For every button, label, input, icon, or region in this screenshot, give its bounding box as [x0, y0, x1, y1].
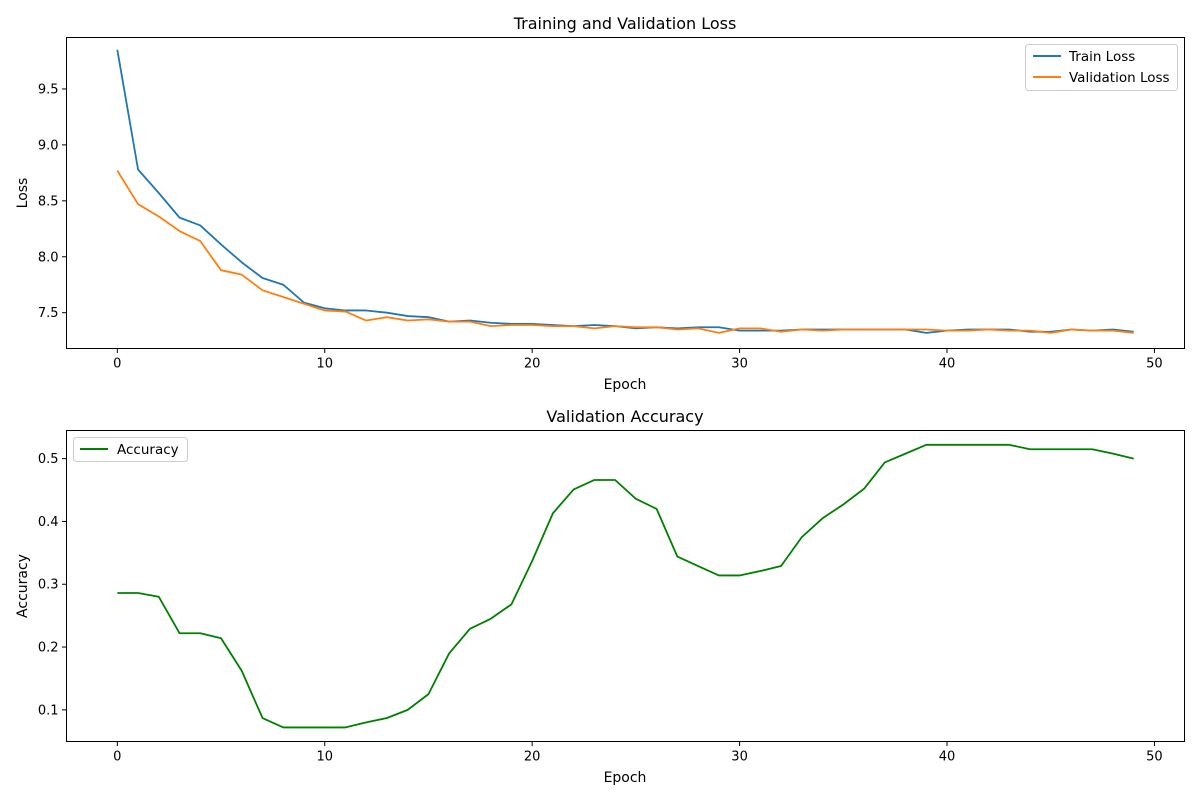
train-loss-line: [116, 49, 1134, 334]
loss-y-tick-label: 9.5: [38, 82, 59, 97]
accuracy-series-layer: [117, 443, 1134, 729]
loss-x-tick-label: 10: [316, 357, 333, 372]
accuracy-y-tick-label: 0.3: [38, 578, 59, 593]
accuracy-x-tick-label: 0: [113, 750, 121, 765]
accuracy-legend-box: [73, 437, 188, 462]
accuracy-chart-title: Validation Accuracy: [546, 407, 703, 426]
accuracy-y-tick-label: 0.2: [38, 641, 59, 656]
loss-x-tick-label: 30: [731, 357, 748, 372]
loss-x-axis-label: Epoch: [604, 377, 647, 393]
loss-y-ticks: 7.5 8.0 8.5 9.0 9.5: [38, 82, 67, 321]
accuracy-line: [117, 443, 1134, 729]
accuracy-x-axis-label: Epoch: [604, 770, 647, 786]
loss-chart: Training and Validation Loss 0 10 20 30 40 50…: [15, 14, 1185, 393]
accuracy-x-tick-label: 40: [939, 750, 956, 765]
validation-loss-line: [116, 170, 1134, 334]
loss-plot-frame: [66, 37, 1185, 349]
loss-legend-box: [1025, 44, 1178, 91]
accuracy-y-tick-label: 0.5: [38, 452, 59, 467]
loss-y-tick-label: 8.0: [38, 250, 59, 265]
accuracy-plot-frame: [66, 430, 1185, 742]
accuracy-chart: Validation Accuracy 0 10 20 30 40 50 0.10.20.…: [15, 407, 1185, 786]
legend-accuracy-label: Accuracy: [117, 442, 179, 458]
loss-chart-title: Training and Validation Loss: [513, 14, 737, 33]
accuracy-legend: Accuracy: [73, 437, 188, 462]
accuracy-x-tick-label: 20: [524, 750, 541, 765]
loss-series-layer: [116, 49, 1134, 334]
legend-train-loss-label: Train Loss: [1068, 49, 1135, 65]
loss-x-tick-label: 40: [939, 357, 956, 372]
accuracy-x-tick-label: 10: [316, 750, 333, 765]
accuracy-y-tick-label: 0.1: [38, 703, 59, 718]
loss-y-tick-label: 8.5: [38, 194, 59, 209]
accuracy-y-axis-label: Accuracy: [15, 554, 31, 618]
loss-x-tick-label: 50: [1146, 357, 1163, 372]
accuracy-x-tick-label: 30: [731, 750, 748, 765]
loss-x-tick-label: 20: [524, 357, 541, 372]
legend-validation-loss-label: Validation Loss: [1069, 70, 1170, 86]
accuracy-x-ticks: 0 10 20 30 40 50: [113, 741, 1163, 765]
accuracy-x-tick-label: 50: [1146, 750, 1163, 765]
loss-y-tick-label: 9.0: [38, 138, 59, 153]
loss-x-ticks: 0 10 20 30 40 50: [113, 348, 1163, 372]
accuracy-y-tick-label: 0.4: [38, 515, 59, 530]
loss-legend: Train Loss Validation Loss: [1025, 44, 1178, 91]
loss-x-tick-label: 0: [113, 357, 121, 372]
accuracy-y-ticks: 0.1 0.2 0.3 0.4 0.5: [38, 452, 67, 718]
loss-y-axis-label: Loss: [15, 178, 31, 209]
loss-y-tick-label: 7.5: [38, 306, 59, 321]
